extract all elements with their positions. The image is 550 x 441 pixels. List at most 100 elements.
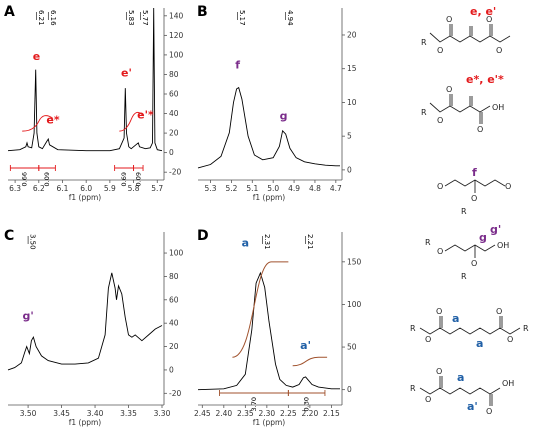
- atom-o: O: [436, 367, 442, 376]
- x-tick-label: 2.25: [280, 409, 297, 418]
- atom-r: R: [523, 324, 529, 333]
- panel-b: 20 15 10 5 0 5.3 5.2 5.1 5.0 4.9 4.8 4.7 f1 (ppm) 5.1…: [197, 8, 357, 202]
- atom-o: O: [437, 116, 443, 125]
- spectrum-line: [7, 272, 163, 371]
- atom-o: O: [496, 307, 502, 316]
- integral-curve: [119, 111, 144, 132]
- atom-oh: OH: [492, 103, 504, 112]
- x-tick-label: 5.7: [151, 184, 163, 193]
- x-tick-label: 6.3: [9, 184, 21, 193]
- atom-r: R: [461, 272, 467, 281]
- x-tick-label: 5.0: [267, 184, 279, 193]
- atom-o: O: [486, 15, 492, 24]
- y-tick-label: 5: [347, 132, 352, 141]
- x-tick-label: 2.45: [194, 409, 211, 418]
- y-tick-label: 100: [169, 249, 184, 258]
- x-tick-label: 5.1: [246, 184, 258, 193]
- y-tick-label: 80: [169, 70, 179, 79]
- x-tick-label: 5.8: [128, 184, 140, 193]
- spectrum-line: [197, 271, 340, 391]
- x-tick-label: 2.30: [258, 409, 275, 418]
- integral-value: 0.66: [21, 172, 29, 186]
- peak-annotation: e'*: [137, 108, 154, 121]
- panel-letter-c: C: [4, 228, 14, 244]
- y-tick-label: 120: [169, 31, 184, 40]
- y-tick-label: 40: [169, 109, 179, 118]
- x-tick-label: 4.8: [309, 184, 321, 193]
- panel-letter-d: D: [197, 228, 209, 244]
- atom-r: R: [410, 324, 416, 333]
- peak-label: 3.50: [29, 234, 37, 250]
- integral-curve: [232, 261, 289, 358]
- structure-3: O O O R f: [437, 166, 511, 216]
- x-tick-label: 5.3: [205, 184, 217, 193]
- y-tick-label: -20: [169, 168, 181, 177]
- atom-o: O: [437, 46, 443, 55]
- x-tick-label: 2.35: [237, 409, 254, 418]
- y-tick-label: 60: [169, 90, 179, 99]
- atom-oh: OH: [497, 241, 509, 250]
- x-tick-label: 2.15: [323, 409, 340, 418]
- atom-o: O: [446, 85, 452, 94]
- label-e-star: e*, e'*: [466, 73, 504, 86]
- panel-d: 150 100 50 0 2.45 2.40 2.35 2.30 2.25 2.20 2.15 f1 …: [194, 232, 362, 427]
- integral-value: 0.30: [303, 397, 311, 411]
- label-a-prime: a': [467, 400, 478, 413]
- chemical-structures: R O O O O e, e' R O O O OH e*, e'*: [410, 5, 529, 416]
- atom-r: R: [421, 108, 427, 117]
- structure-1: R O O O O e, e': [421, 5, 511, 55]
- atom-o: O: [505, 182, 511, 191]
- label-f: f: [472, 166, 477, 179]
- atom-o: O: [486, 407, 492, 416]
- x-tick-label: 4.9: [288, 184, 300, 193]
- structure-2: R O O O OH e*, e'*: [421, 73, 504, 134]
- x-tick-label: 6.0: [80, 184, 92, 193]
- integral-curve: [22, 115, 54, 132]
- y-tick-label: 20: [169, 129, 179, 138]
- peak-annotation: g: [280, 109, 288, 122]
- atom-o: O: [477, 125, 483, 134]
- atom-o: O: [437, 247, 443, 256]
- peak-annotation: a': [300, 339, 311, 352]
- x-tick-label: 2.40: [215, 409, 232, 418]
- structure-6: R O O OH O a a': [410, 367, 514, 416]
- y-tick-label: 15: [347, 64, 357, 73]
- panel-a: 140 120 100 80 60 40 20 0 -20 6.3 6.2 6.1 6.0 5.9 5.8 5…: [7, 7, 184, 202]
- atom-o: O: [446, 15, 452, 24]
- peak-label: 4.94: [286, 10, 294, 26]
- atom-o: O: [471, 194, 477, 203]
- label-g: g: [479, 231, 487, 244]
- spectrum-line: [7, 7, 163, 152]
- atom-r: R: [425, 238, 431, 247]
- y-tick-label: 0: [347, 385, 352, 394]
- x-tick-label: 4.7: [330, 184, 342, 193]
- peak-annotation: e*: [46, 113, 59, 126]
- y-tick-label: 0: [169, 365, 174, 374]
- y-tick-label: 100: [347, 300, 362, 309]
- x-tick-label: 3.30: [154, 409, 171, 418]
- x-tick-label: 2.20: [302, 409, 319, 418]
- y-tick-label: 20: [169, 342, 179, 351]
- peak-annotation: g': [22, 310, 33, 323]
- peak-label: 5.83: [127, 10, 135, 26]
- atom-o: O: [436, 307, 442, 316]
- x-tick-label: 6.1: [57, 184, 69, 193]
- atom-o: O: [496, 46, 502, 55]
- structure-4: R O O OH R g g': [425, 223, 509, 281]
- peak-annotation: e: [33, 50, 40, 63]
- peak-label: 6.16: [49, 10, 57, 26]
- integral-curve: [292, 356, 328, 367]
- atom-o: O: [471, 259, 477, 268]
- atom-o: O: [507, 335, 513, 344]
- y-tick-label: 100: [169, 50, 184, 59]
- atom-r: R: [421, 38, 427, 47]
- x-tick-label: 3.40: [87, 409, 104, 418]
- y-tick-label: 80: [169, 272, 179, 281]
- spectrum-line: [197, 86, 340, 169]
- structure-5: R O O O O R a a: [410, 307, 529, 350]
- x-tick-label: 3.45: [53, 409, 70, 418]
- label-a: a: [476, 337, 483, 350]
- label-e: e, e': [470, 5, 496, 18]
- y-tick-label: 0: [169, 148, 174, 157]
